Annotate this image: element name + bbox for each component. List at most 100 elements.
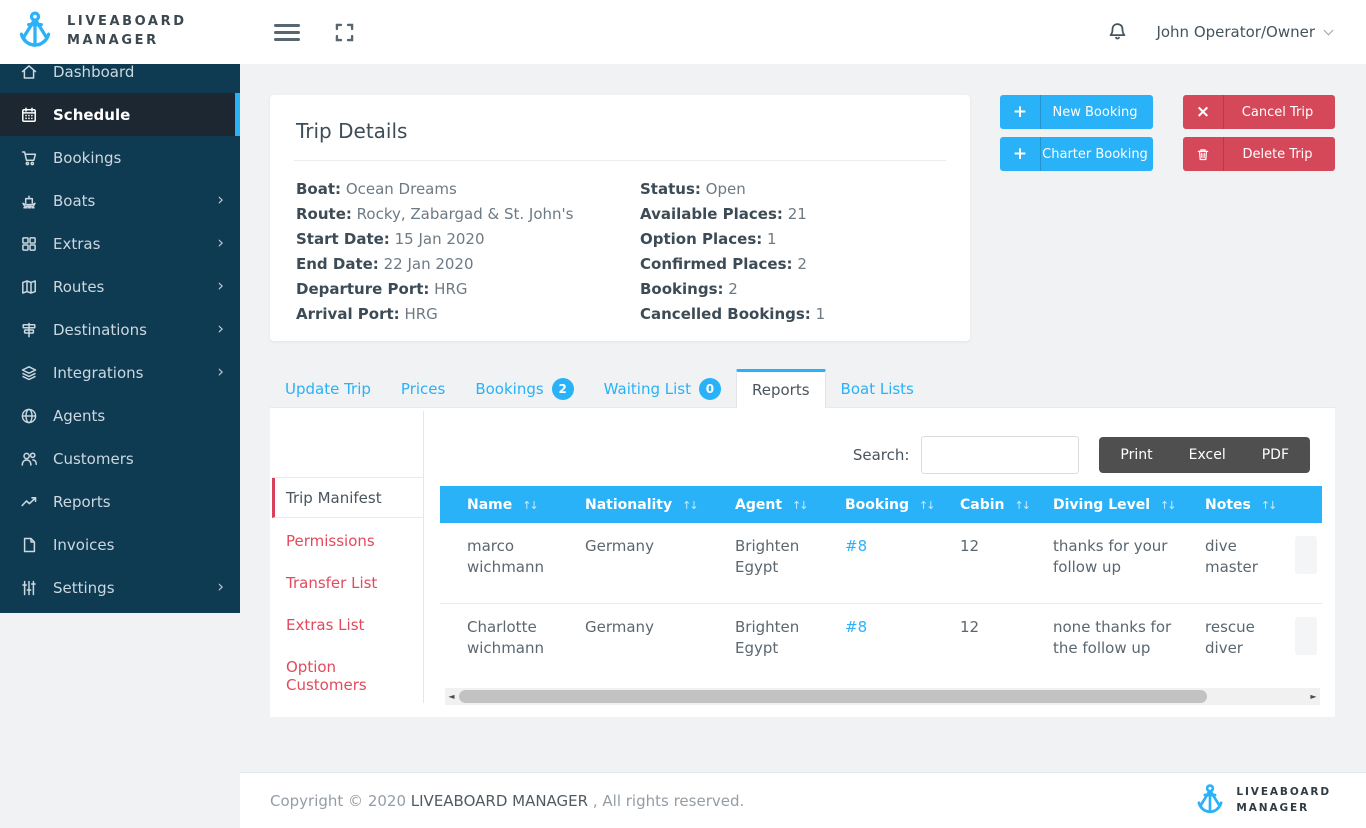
chevron-down-icon [1323, 25, 1334, 35]
column-header-agent[interactable]: Agent ↑↓ [735, 486, 845, 523]
charter-booking-button[interactable]: + Charter Booking [1000, 137, 1153, 171]
column-header-notes[interactable]: Notes ↑↓ [1205, 486, 1295, 523]
column-header-nationality[interactable]: Nationality ↑↓ [585, 486, 735, 523]
search-input[interactable] [921, 436, 1080, 474]
detail-cancelled-bookings: Cancelled Bookings: 1 [640, 305, 826, 323]
cell-booking: #8 [845, 523, 960, 604]
delete-trip-button[interactable]: Delete Trip [1183, 137, 1335, 171]
grid-icon [22, 236, 36, 251]
column-header-name[interactable]: Name ↑↓ [440, 486, 585, 523]
sidebar-item-dashboard[interactable]: Dashboard [0, 50, 240, 93]
sidebar-item-extras[interactable]: Extras › [0, 222, 240, 265]
print-button[interactable]: Print [1102, 437, 1170, 473]
subnav-option-customers[interactable]: Option Customers [286, 658, 367, 694]
tab-boat-lists[interactable]: Boat Lists [840, 379, 914, 398]
cell-agent: Brighten Egypt [735, 523, 845, 604]
chevron-right-icon: › [217, 319, 224, 339]
trip-tabs: Update Trip Prices Bookings 2 Waiting Li… [270, 369, 929, 408]
column-header-cabin[interactable]: Cabin ↑↓ [960, 486, 1053, 523]
sort-icon: ↑↓ [1014, 498, 1032, 512]
footer-logo: LIVEABOARD MANAGER [1192, 783, 1331, 819]
users-icon [21, 451, 37, 466]
sidebar-item-destinations[interactable]: Destinations › [0, 308, 240, 351]
sidebar-item-boats[interactable]: Boats › [0, 179, 240, 222]
globe-icon [21, 408, 37, 423]
detail-departure-port: Departure Port: HRG [296, 280, 468, 298]
sidebar-item-integrations[interactable]: Integrations › [0, 351, 240, 394]
cell-nationality: Germany [585, 617, 654, 636]
user-menu[interactable]: John Operator/Owner [1156, 23, 1334, 41]
detail-arrival-port: Arrival Port: HRG [296, 305, 438, 323]
cell-cabin: 12 [960, 523, 1053, 604]
detail-confirmed-places: Confirmed Places: 2 [640, 255, 807, 273]
sidebar-item-settings[interactable]: Settings › [0, 566, 240, 609]
cart-icon [21, 150, 37, 165]
manifest-table: Name ↑↓ Nationality ↑↓ Agent ↑↓ Booking ↑↓ C… [440, 486, 1322, 688]
new-booking-button[interactable]: + New Booking [1000, 95, 1153, 129]
sort-icon: ↑↓ [682, 498, 699, 512]
table-toolbar: Search: Print Excel PDF [853, 436, 1310, 474]
sidebar-item-agents[interactable]: Agents [0, 394, 240, 437]
chevron-right-icon: › [217, 577, 224, 597]
detail-end-date: End Date: 22 Jan 2020 [296, 255, 474, 273]
sidebar-nav: Dashboard Schedule Bookings [0, 63, 240, 613]
manifest-content: Search: Print Excel PDF Name ↑↓ [440, 408, 1322, 717]
chevron-right-icon: › [217, 190, 224, 210]
app-logo: LIVEABOARD MANAGER [0, 10, 240, 54]
cell-notes: dive master [1205, 523, 1295, 604]
subnav-extras-list[interactable]: Extras List [286, 616, 365, 634]
cell-cabin: 12 [960, 617, 980, 636]
scroll-right-icon[interactable]: ► [1310, 692, 1317, 701]
anchor-logo-icon [19, 11, 51, 47]
excel-button[interactable]: Excel [1171, 437, 1244, 473]
sidebar-item-schedule[interactable]: Schedule [0, 93, 240, 136]
anchor-logo-icon [1197, 783, 1223, 813]
subnav-trip-manifest[interactable]: Trip Manifest [272, 478, 423, 518]
tab-bookings[interactable]: Bookings 2 [460, 369, 588, 408]
layers-icon [21, 365, 37, 380]
scroll-left-icon[interactable]: ◄ [448, 692, 455, 701]
sort-icon: ↑↓ [792, 498, 809, 512]
sidebar-item-routes[interactable]: Routes › [0, 265, 240, 308]
detail-bookings: Bookings: 2 [640, 280, 738, 298]
sidebar-item-customers[interactable]: Customers [0, 437, 240, 480]
subnav-permissions[interactable]: Permissions [286, 532, 375, 550]
fullscreen-icon[interactable] [334, 22, 355, 43]
detail-option-places: Option Places: 1 [640, 230, 777, 248]
reports-panel: Trip Manifest Permissions Transfer List … [270, 407, 1335, 717]
tab-prices[interactable]: Prices [400, 379, 446, 398]
subnav-transfer-list[interactable]: Transfer List [286, 574, 378, 592]
sidebar-item-reports[interactable]: Reports [0, 480, 240, 523]
reports-subnav: Trip Manifest Permissions Transfer List … [272, 411, 424, 703]
sort-icon: ↑↓ [1260, 498, 1278, 512]
column-header-booking[interactable]: Booking ↑↓ [845, 486, 960, 523]
menu-toggle-icon[interactable] [270, 16, 304, 49]
tab-reports[interactable]: Reports [735, 369, 826, 408]
row-action-chip[interactable] [1295, 536, 1317, 574]
table-row: Charlotte wichmann Germany Brighten Egyp… [440, 603, 1322, 688]
row-action-chip[interactable] [1295, 616, 1317, 655]
top-header: LIVEABOARD MANAGER John Operator/Owner [0, 0, 1366, 64]
scrollbar-thumb[interactable] [459, 690, 1208, 703]
tab-waiting-list[interactable]: Waiting List 0 [589, 369, 736, 408]
column-header-diving-level[interactable]: Diving Level ↑↓ [1053, 486, 1205, 523]
horizontal-scrollbar[interactable]: ◄ ► [445, 688, 1320, 705]
sidebar-item-bookings[interactable]: Bookings [0, 136, 240, 179]
cell-diving-level: thanks for your follow up [1053, 523, 1205, 604]
cell-booking: #8 [845, 603, 960, 688]
export-button-group: Print Excel PDF [1099, 437, 1310, 473]
sort-icon: ↑↓ [919, 498, 936, 512]
sort-icon: ↑↓ [522, 498, 539, 512]
close-icon: × [1183, 95, 1224, 129]
table-row: marco wichmann Germany Brighten Egypt #8… [440, 523, 1322, 604]
pdf-button[interactable]: PDF [1244, 437, 1307, 473]
sidebar-item-invoices[interactable]: Invoices [0, 523, 240, 566]
notifications-bell-icon[interactable] [1107, 21, 1128, 43]
booking-link[interactable]: #8 [845, 537, 868, 555]
cell-nationality: Germany [585, 523, 735, 604]
booking-link[interactable]: #8 [845, 617, 868, 636]
cell-name: marco wichmann [440, 523, 585, 604]
cell-notes: rescue diver [1205, 617, 1255, 657]
cancel-trip-button[interactable]: × Cancel Trip [1183, 95, 1335, 129]
tab-update-trip[interactable]: Update Trip [285, 379, 371, 398]
